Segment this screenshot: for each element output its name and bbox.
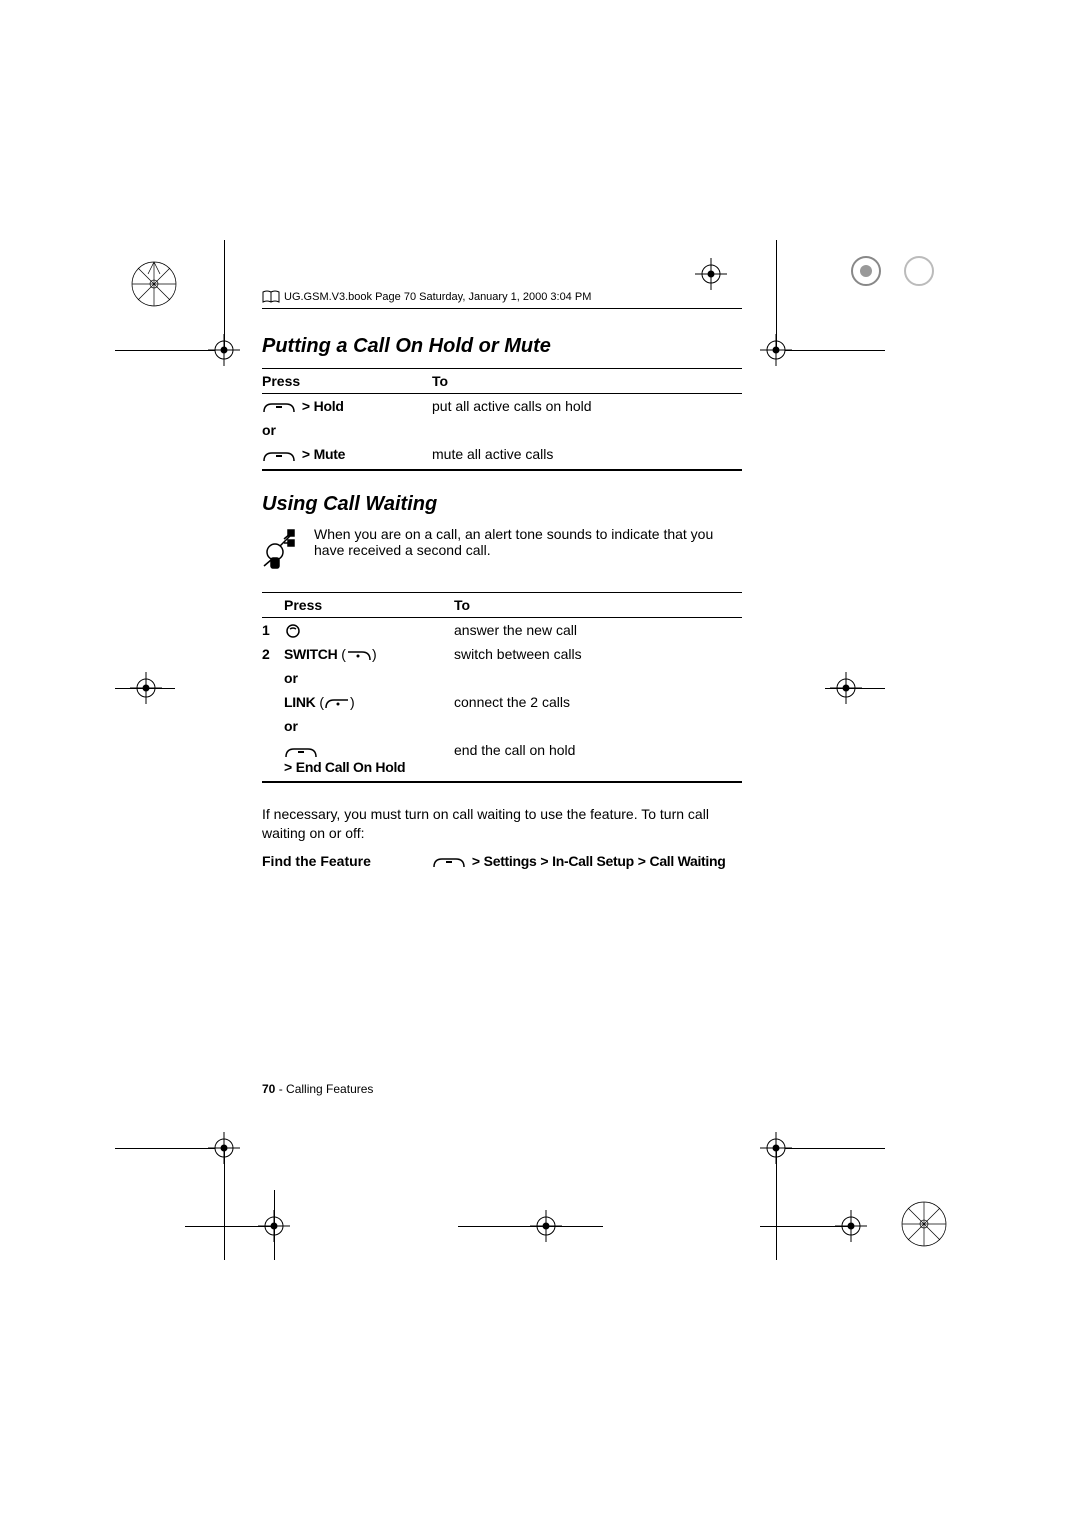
or-label: or [284, 714, 454, 738]
crop-line [115, 688, 175, 689]
path-callwaiting: Call Waiting [650, 853, 726, 869]
body-paragraph: If necessary, you must turn on call wait… [262, 805, 742, 843]
crop-line [785, 350, 885, 351]
menu-key-icon [432, 855, 466, 869]
find-feature-label: Find the Feature [262, 853, 432, 869]
footer-chapter: Calling Features [286, 1082, 373, 1096]
press-cell: > Hold [262, 394, 432, 419]
gt: > [472, 853, 480, 869]
crop-line [224, 1148, 225, 1260]
label-end-call-on-hold: End Call On Hold [296, 759, 406, 775]
to-cell: mute all active calls [432, 442, 742, 469]
network-feature-icon [262, 526, 306, 570]
heading-hold-mute: Putting a Call On Hold or Mute [262, 335, 742, 358]
to-cell: connect the 2 calls [454, 690, 742, 714]
col-header-num [262, 592, 284, 617]
menu-key-icon [262, 449, 296, 463]
page-footer: 70 - Calling Features [262, 1082, 373, 1096]
col-header-press: Press [262, 369, 432, 394]
crop-line [115, 350, 215, 351]
table-call-waiting: Press To 1 answer the new call 2 SWITCH … [262, 592, 742, 783]
find-feature-path: > Settings > In-Call Setup > Call Waitin… [432, 853, 726, 869]
note-block: When you are on a call, an alert tone so… [262, 526, 742, 570]
running-header-text: UG.GSM.V3.book Page 70 Saturday, January… [284, 291, 591, 303]
gt: > [284, 759, 292, 775]
book-icon [262, 290, 280, 304]
footer-sep: - [275, 1082, 286, 1096]
crop-line [458, 1226, 603, 1227]
crop-line [185, 1226, 275, 1227]
send-key-icon [284, 624, 302, 638]
left-softkey-icon [324, 696, 350, 710]
reg-target-icon [850, 255, 882, 287]
gt: > [302, 398, 310, 414]
page-number: 70 [262, 1082, 275, 1096]
crop-line [274, 1190, 275, 1260]
to-cell: switch between calls [454, 642, 742, 666]
crop-line [115, 1148, 215, 1149]
label-mute: Mute [314, 446, 345, 462]
crop-line [825, 688, 885, 689]
step-num: 1 [262, 617, 284, 642]
press-cell: > Mute [262, 442, 432, 469]
press-cell [284, 617, 454, 642]
or-label: or [262, 418, 742, 442]
to-cell: answer the new call [454, 617, 742, 642]
crop-line [785, 1148, 885, 1149]
gt: > [540, 853, 548, 869]
label-hold: Hold [314, 398, 344, 414]
running-header: UG.GSM.V3.book Page 70 Saturday, January… [262, 290, 742, 309]
note-text: When you are on a call, an alert tone so… [314, 526, 742, 558]
gt: > [302, 446, 310, 462]
reg-mark-starburst [130, 260, 178, 308]
step-num: 2 [262, 642, 284, 666]
menu-key-icon [284, 745, 318, 759]
press-cell: LINK () [284, 690, 454, 714]
label-link: LINK [284, 694, 315, 710]
col-header-to: To [454, 592, 742, 617]
path-settings: Settings [484, 853, 537, 869]
path-incall: In-Call Setup [552, 853, 634, 869]
menu-key-icon [262, 400, 296, 414]
crop-line [760, 1226, 850, 1227]
heading-call-waiting: Using Call Waiting [262, 493, 742, 516]
reg-target-icon [903, 255, 935, 287]
reg-mark-starburst [900, 1200, 948, 1248]
label-switch: SWITCH [284, 646, 337, 662]
crop-line [224, 240, 225, 352]
or-label: or [284, 666, 454, 690]
crop-line [776, 1148, 777, 1260]
to-cell: put all active calls on hold [432, 394, 742, 419]
right-softkey-icon [346, 648, 372, 662]
to-cell: end the call on hold [454, 738, 742, 781]
col-header-press: Press [284, 592, 454, 617]
col-header-to: To [432, 369, 742, 394]
press-cell: > End Call On Hold [284, 738, 454, 781]
gt: > [638, 853, 646, 869]
find-feature-row: Find the Feature > Settings > In-Call Se… [262, 853, 742, 869]
table-hold-mute: Press To > Hold put all active calls on … [262, 368, 742, 471]
press-cell: SWITCH () [284, 642, 454, 666]
crop-line [776, 240, 777, 352]
reg-target-icon [695, 258, 727, 290]
